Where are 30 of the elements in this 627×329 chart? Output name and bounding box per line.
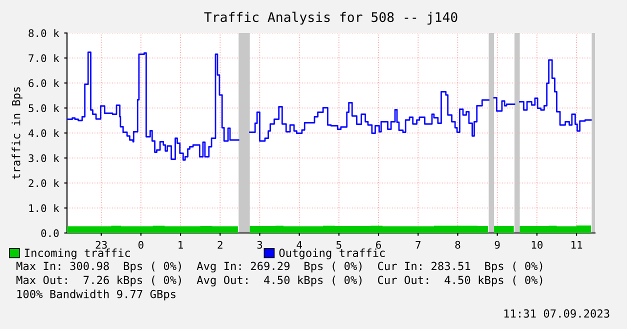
x-tick-label: 5	[336, 241, 342, 249]
x-tick-label: 11	[572, 241, 582, 249]
text: Max Out: 7.26 kBps ( 0%) Avg Out: 4.50 kBps ( 0%) Cur Out: 4.50 kBps ( 0%)	[16, 276, 542, 286]
x-tick-label: 7	[416, 241, 420, 249]
y-tick-label: 2.0 k	[28, 179, 60, 188]
x-tick-label: 9	[494, 240, 500, 249]
legend-label: Outgoing traffic	[279, 248, 385, 260]
x-tick-label: 6	[376, 240, 381, 249]
text: 100% Bandwidth 9.77 GBps	[17, 290, 176, 300]
y-tick-label: 4.0 k	[28, 129, 60, 138]
x-tick-label: 2	[218, 240, 222, 249]
x-tick-label: 8	[455, 240, 460, 249]
y-axis-title: traffic in Bps	[12, 87, 22, 180]
y-tick-label: 7.0 k	[28, 54, 60, 62]
x-tick-label: 23	[96, 240, 107, 249]
y-tick-label: 3.0 k	[28, 154, 60, 162]
x-tick-label: 10	[532, 240, 543, 249]
y-tick-label: 1.0 k	[29, 204, 60, 212]
y-tick-label: 8.0 k	[28, 29, 60, 38]
x-tick-label: 0	[138, 240, 144, 249]
chart-title: Traffic Analysis for 508 -- j140	[204, 12, 458, 25]
x-tick-label: 4	[296, 241, 302, 249]
legend-label: Incoming traffic	[24, 248, 130, 260]
x-tick-label: 1	[178, 241, 183, 249]
y-tick-label: 6.0 k	[28, 79, 60, 88]
text: Max In: 300.98 Bps ( 0%) Avg In: 269.29 Bps ( 0%) Cur In: 283.51 Bps ( 0%)	[16, 262, 542, 272]
y-tick-label: 5.0 k	[28, 104, 60, 112]
x-tick-label: 3	[257, 240, 262, 249]
y-tick-label: 0.0	[41, 229, 59, 238]
text: 11:31 07.09.2023	[504, 309, 610, 318]
